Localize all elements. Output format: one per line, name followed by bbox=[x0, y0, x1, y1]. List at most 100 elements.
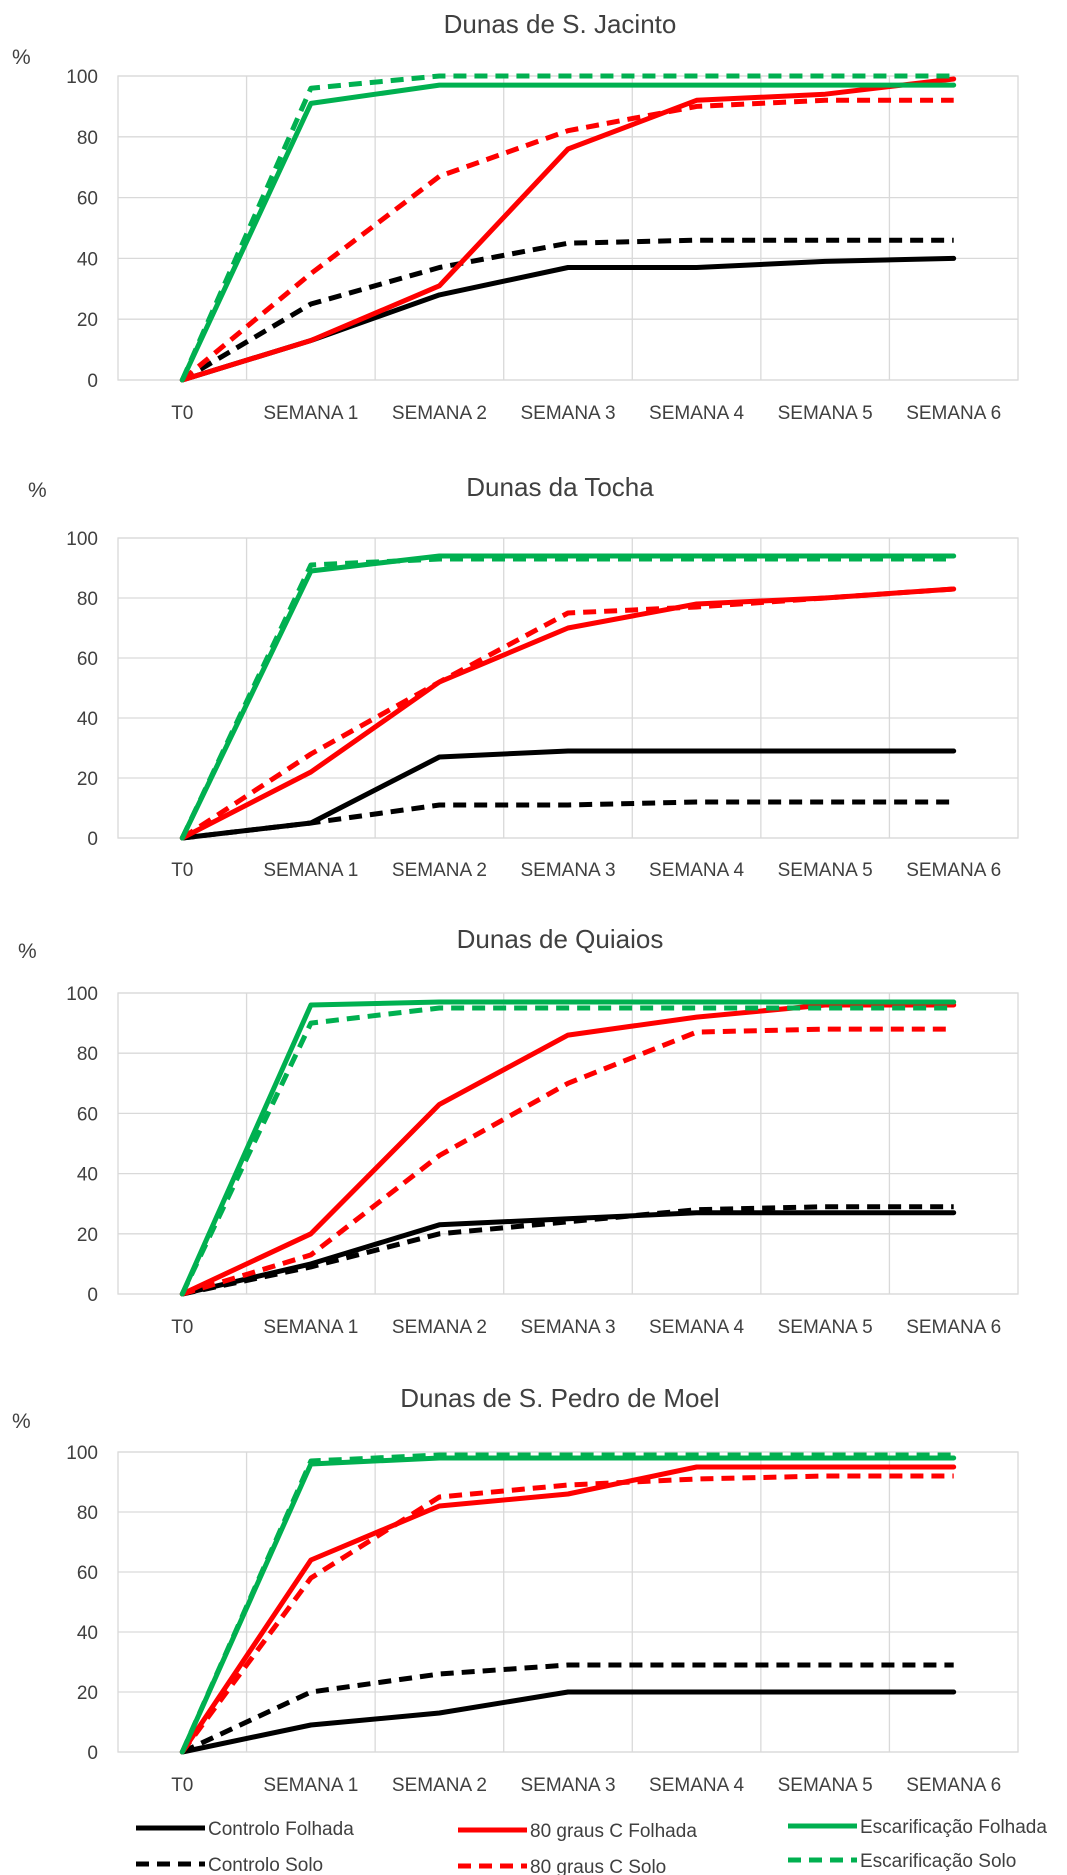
legend-label: 80 graus C Folhada bbox=[530, 1821, 697, 1842]
x-tick-label: SEMANA 3 bbox=[520, 403, 615, 424]
legend-item: 80 graus C Folhada bbox=[458, 1821, 697, 1842]
x-tick-label: SEMANA 1 bbox=[263, 403, 358, 424]
y-tick-label: 100 bbox=[66, 1443, 98, 1464]
series-line-80-graus-c-folhada bbox=[179, 1002, 957, 1297]
legend-label: Escarificação Folhada bbox=[860, 1817, 1047, 1838]
y-tick-label: 80 bbox=[77, 589, 98, 610]
x-tick-label: SEMANA 1 bbox=[263, 1775, 358, 1796]
x-tick-label: SEMANA 4 bbox=[649, 860, 744, 881]
x-tick-label: SEMANA 2 bbox=[392, 403, 487, 424]
y-tick-label: 40 bbox=[77, 1165, 98, 1186]
legend-item: Controlo Folhada bbox=[136, 1819, 354, 1840]
series-line-controlo-folhada bbox=[179, 1210, 957, 1297]
series-line-80-graus-c-solo bbox=[180, 586, 954, 841]
x-tick-label: SEMANA 1 bbox=[263, 860, 358, 881]
series-line-80-graus-c-solo bbox=[180, 1473, 954, 1754]
series-line-escarificacao-folhada bbox=[179, 1455, 957, 1755]
y-tick-label: 60 bbox=[77, 1563, 98, 1584]
y-tick-label: 100 bbox=[66, 529, 98, 550]
y-axis-unit: % bbox=[18, 940, 37, 963]
x-tick-label: SEMANA 5 bbox=[778, 860, 873, 881]
series-line-80-graus-c-folhada bbox=[179, 1464, 957, 1755]
y-tick-label: 80 bbox=[77, 1044, 98, 1065]
x-tick-label: SEMANA 2 bbox=[392, 1317, 487, 1338]
series-line-escarificacao-folhada bbox=[179, 82, 957, 383]
legend-label: Escarificação Solo bbox=[860, 1851, 1016, 1872]
x-tick-label: SEMANA 3 bbox=[520, 1317, 615, 1338]
y-tick-label: 0 bbox=[87, 1743, 98, 1764]
x-tick-label: SEMANA 6 bbox=[906, 860, 1001, 881]
y-tick-label: 0 bbox=[87, 829, 98, 850]
series-line-escarificacao-folhada bbox=[179, 999, 957, 1297]
series-line-controlo-folhada bbox=[179, 1689, 957, 1755]
x-tick-label: SEMANA 4 bbox=[649, 403, 744, 424]
legend: Controlo Folhada Controlo Solo 80 graus C … bbox=[136, 1817, 1047, 1875]
y-tick-label: 20 bbox=[77, 1683, 98, 1704]
chart-title: Dunas de Quiaios bbox=[457, 924, 664, 954]
x-tick-label: SEMANA 6 bbox=[906, 1317, 1001, 1338]
chart-panel-4: Dunas de S. Pedro de Moel% 0 20 40 60 80 100 T0… bbox=[12, 1383, 1019, 1796]
x-tick-label: T0 bbox=[171, 860, 193, 881]
legend-label: Controlo Folhada bbox=[208, 1819, 354, 1840]
series-line-escarificacao-folhada bbox=[179, 553, 957, 841]
series-line-escarificacao-solo bbox=[180, 1452, 954, 1754]
chart-panel-2: Dunas da Tocha% 0 20 40 60 80 100 T0 SEMANA 1 SEM… bbox=[28, 472, 1019, 881]
y-tick-label: 60 bbox=[77, 189, 98, 210]
x-tick-label: SEMANA 3 bbox=[520, 860, 615, 881]
y-tick-label: 20 bbox=[77, 310, 98, 331]
chart-title: Dunas da Tocha bbox=[466, 472, 654, 502]
x-tick-label: SEMANA 5 bbox=[778, 403, 873, 424]
y-tick-label: 20 bbox=[77, 769, 98, 790]
y-tick-label: 0 bbox=[87, 371, 98, 392]
x-tick-label: SEMANA 1 bbox=[263, 1317, 358, 1338]
x-tick-label: T0 bbox=[171, 1317, 193, 1338]
legend-item: Escarificação Folhada bbox=[788, 1817, 1047, 1838]
chart-panel-1: Dunas de S. Jacinto% 0 20 40 60 80 100 T0 SEMANA… bbox=[12, 9, 1019, 424]
x-tick-label: SEMANA 2 bbox=[392, 860, 487, 881]
legend-item: 80 graus C Solo bbox=[458, 1857, 666, 1875]
y-tick-label: 20 bbox=[77, 1225, 98, 1246]
plot-area bbox=[117, 1451, 1019, 1753]
x-tick-label: SEMANA 4 bbox=[649, 1775, 744, 1796]
y-tick-label: 40 bbox=[77, 709, 98, 730]
y-tick-label: 60 bbox=[77, 649, 98, 670]
x-tick-label: SEMANA 5 bbox=[778, 1775, 873, 1796]
plot-area bbox=[117, 992, 1019, 1295]
y-tick-label: 80 bbox=[77, 128, 98, 149]
y-tick-label: 100 bbox=[66, 67, 98, 88]
y-axis-unit: % bbox=[12, 46, 31, 69]
x-tick-label: SEMANA 3 bbox=[520, 1775, 615, 1796]
chart-title: Dunas de S. Pedro de Moel bbox=[400, 1383, 719, 1413]
y-tick-label: 0 bbox=[87, 1285, 98, 1306]
x-tick-label: SEMANA 6 bbox=[906, 403, 1001, 424]
y-tick-label: 60 bbox=[77, 1104, 98, 1125]
series-line-controlo-solo bbox=[182, 799, 954, 841]
series-line-80-graus-c-solo bbox=[181, 1026, 954, 1297]
chart-panel-3: Dunas de Quiaios% 0 20 40 60 80 100 T0 SEMANA 1 S… bbox=[18, 924, 1019, 1338]
y-tick-label: 40 bbox=[77, 249, 98, 270]
x-tick-label: SEMANA 4 bbox=[649, 1317, 744, 1338]
y-tick-label: 80 bbox=[77, 1503, 98, 1524]
legend-item: Escarificação Solo bbox=[788, 1851, 1016, 1872]
series-line-80-graus-c-solo bbox=[180, 97, 954, 382]
x-tick-label: T0 bbox=[171, 403, 193, 424]
series-line-escarificacao-solo bbox=[180, 1005, 954, 1296]
series-line-escarificacao-solo bbox=[180, 556, 954, 840]
y-axis-unit: % bbox=[12, 1410, 31, 1433]
legend-label: 80 graus C Solo bbox=[530, 1857, 666, 1875]
legend-item: Controlo Solo bbox=[136, 1855, 323, 1875]
y-tick-label: 100 bbox=[66, 984, 98, 1005]
series-line-escarificacao-solo bbox=[180, 73, 954, 382]
x-tick-label: SEMANA 6 bbox=[906, 1775, 1001, 1796]
series-line-controlo-solo bbox=[181, 1204, 954, 1297]
series-line-80-graus-c-folhada bbox=[179, 76, 957, 383]
x-tick-label: T0 bbox=[171, 1775, 193, 1796]
x-tick-label: SEMANA 2 bbox=[392, 1775, 487, 1796]
chart-title: Dunas de S. Jacinto bbox=[444, 9, 677, 39]
y-tick-label: 40 bbox=[77, 1623, 98, 1644]
series-line-controlo-solo bbox=[181, 237, 954, 383]
x-tick-label: SEMANA 5 bbox=[778, 1317, 873, 1338]
y-axis-unit: % bbox=[28, 479, 47, 502]
legend-label: Controlo Solo bbox=[208, 1855, 323, 1875]
